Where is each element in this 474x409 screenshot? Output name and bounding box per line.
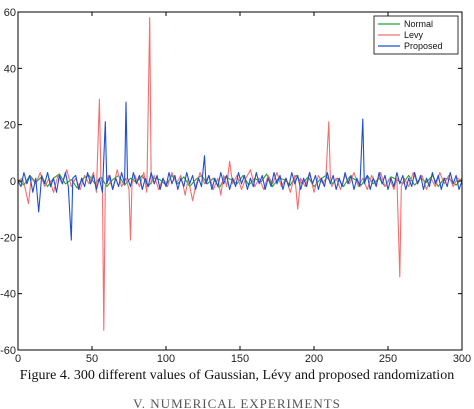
figure-caption: Figure 4. 300 different values of Gaussi… [19,368,455,383]
x-tick-label: 50 [86,353,98,365]
y-tick-label: -60 [0,345,16,357]
y-tick-label: -40 [0,289,16,301]
y-tick-label: 20 [4,120,16,132]
series-line-levy [17,17,463,331]
legend-label-normal: Normal [404,19,433,29]
x-tick-label: 0 [15,353,21,365]
axes-layer: 0 50 100 150 200 250 300 -60 -40 -20 0 20 40 60 [0,7,471,365]
x-tick-label: 100 [157,353,175,365]
y-tick-label: 40 [4,63,16,75]
x-tick-label: 300 [453,353,471,365]
x-tick-label: 200 [305,353,323,365]
legend-label-proposed: Proposed [404,41,443,51]
series-layer [17,17,463,331]
x-tick-label: 150 [231,353,249,365]
x-tick-label: 250 [379,353,397,365]
chart: 0 50 100 150 200 250 300 -60 -40 -20 0 20 40 60 Norma… [0,7,471,365]
y-tick-label: 0 [10,176,16,188]
y-tick-label: 60 [4,7,16,19]
section-heading: V. NUMERICAL EXPERIMENTS [133,396,341,409]
legend-label-levy: Levy [404,30,424,40]
y-tick-label: -20 [0,232,16,244]
series-line-proposed [17,101,463,241]
